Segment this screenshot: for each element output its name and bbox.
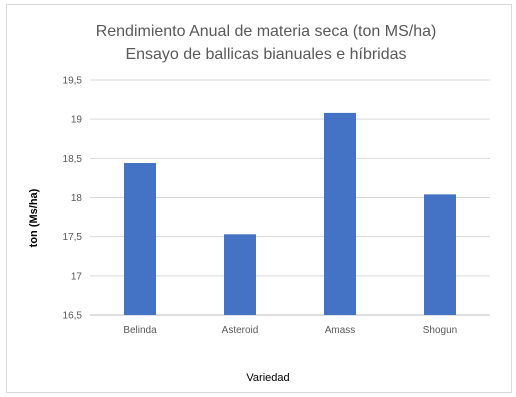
y-tick-label: 16,5: [63, 311, 83, 322]
y-tick-label: 19: [71, 115, 83, 126]
y-tick-labels: 16,5 17 17,5 18 18,5 19 19,5: [63, 76, 83, 322]
y-tick-label: 17,5: [63, 232, 83, 243]
y-tick-label: 17: [71, 271, 83, 282]
bar-asteroid: [224, 234, 256, 315]
x-axis-label: Variedad: [246, 372, 289, 384]
x-tick-label: Shogun: [423, 325, 457, 336]
y-tick-label: 18: [71, 193, 83, 204]
x-tick-label: Amass: [325, 325, 356, 336]
x-tick-label: Belinda: [123, 325, 157, 336]
y-axis-label: ton (Ms/ha): [28, 188, 40, 247]
gridlines: [90, 79, 490, 316]
bar-amass: [324, 112, 356, 316]
bars: [124, 112, 456, 316]
x-tick-labels: Belinda Asteroid Amass Shogun: [123, 325, 457, 336]
y-tick-label: 19,5: [63, 76, 83, 87]
chart-title-line-2: Ensayo de ballicas bianuales e híbridas: [125, 46, 406, 63]
bar-belinda: [124, 163, 156, 315]
bar-shogun: [424, 194, 456, 315]
chart-title-line-1: Rendimiento Anual de materia seca (ton M…: [96, 23, 437, 40]
x-tick-label: Asteroid: [222, 325, 259, 336]
y-tick-label: 18,5: [63, 154, 83, 165]
